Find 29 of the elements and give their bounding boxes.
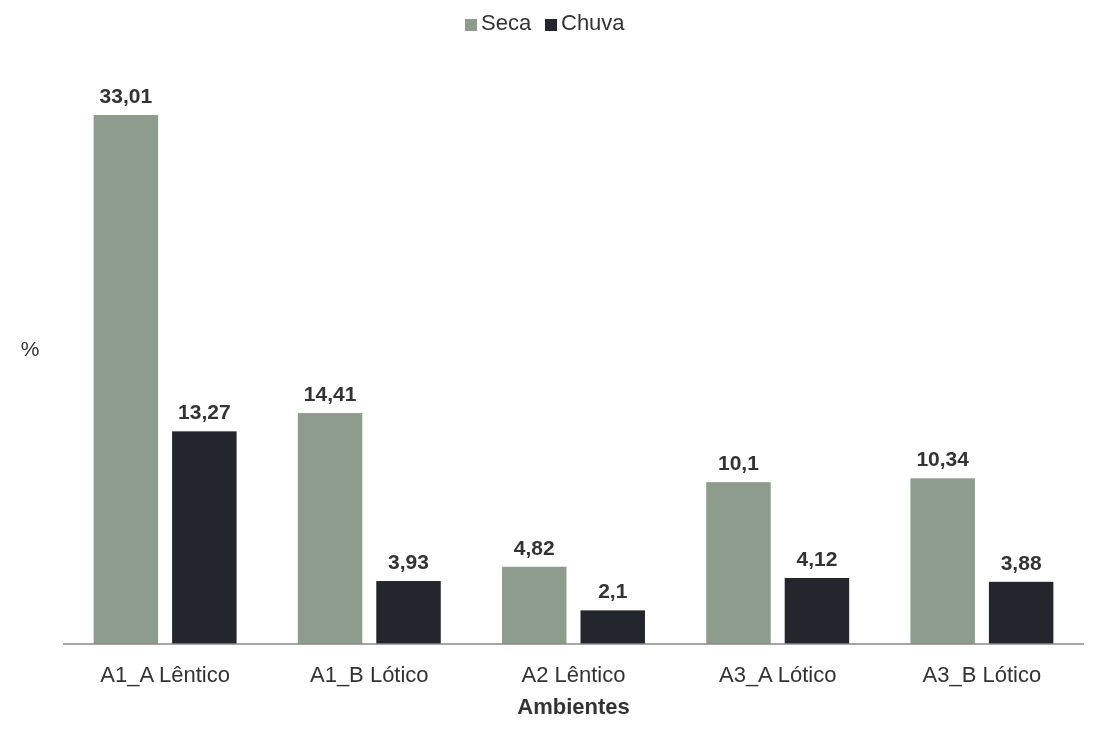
legend-label: Chuva bbox=[561, 10, 626, 35]
bar bbox=[784, 577, 850, 644]
data-label: 10,34 bbox=[916, 447, 970, 471]
bar bbox=[297, 413, 363, 644]
x-tick-label: A1_B Lótico bbox=[309, 662, 429, 687]
bar bbox=[376, 581, 441, 644]
bar bbox=[910, 478, 975, 644]
bar bbox=[988, 581, 1054, 644]
y-axis-title: % bbox=[20, 337, 40, 360]
x-tick-label: A3_B Lótico bbox=[922, 662, 1042, 687]
x-axis-title: Ambientes bbox=[517, 694, 630, 719]
data-label: 4,82 bbox=[513, 535, 555, 559]
bar bbox=[580, 610, 645, 644]
bar bbox=[502, 566, 567, 644]
bar bbox=[93, 115, 159, 644]
legend-label: Seca bbox=[481, 10, 532, 35]
x-tick-label: A1_A Lêntico bbox=[100, 662, 230, 687]
data-label: 2,1 bbox=[598, 579, 628, 603]
data-label: 14,41 bbox=[303, 382, 357, 406]
data-label: 3,88 bbox=[1000, 550, 1042, 574]
x-tick-label: A3_A Lótico bbox=[718, 662, 837, 687]
data-label: 13,27 bbox=[178, 400, 231, 424]
data-label: 3,93 bbox=[388, 550, 429, 574]
bar bbox=[706, 482, 771, 644]
data-label: 33,01 bbox=[99, 84, 153, 107]
x-tick-label: A2 Lêntico bbox=[521, 662, 626, 687]
data-label: 4,12 bbox=[796, 546, 838, 570]
data-label: 10,1 bbox=[718, 451, 760, 475]
bar bbox=[172, 431, 237, 644]
